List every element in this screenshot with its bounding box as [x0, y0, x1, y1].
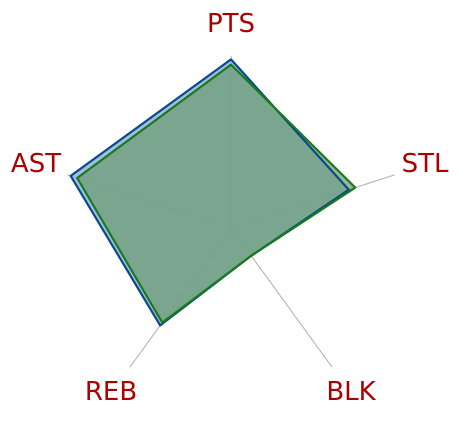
axis-label-blk: BLK	[326, 377, 376, 407]
axis-label-ast: AST	[11, 149, 61, 179]
axis-label-reb: REB	[85, 377, 137, 407]
axis-label-pts: PTS	[207, 9, 255, 39]
series-2-outline	[76, 63, 357, 324]
axis-label-stl: STL	[402, 149, 449, 179]
series-2-area	[77, 64, 356, 323]
